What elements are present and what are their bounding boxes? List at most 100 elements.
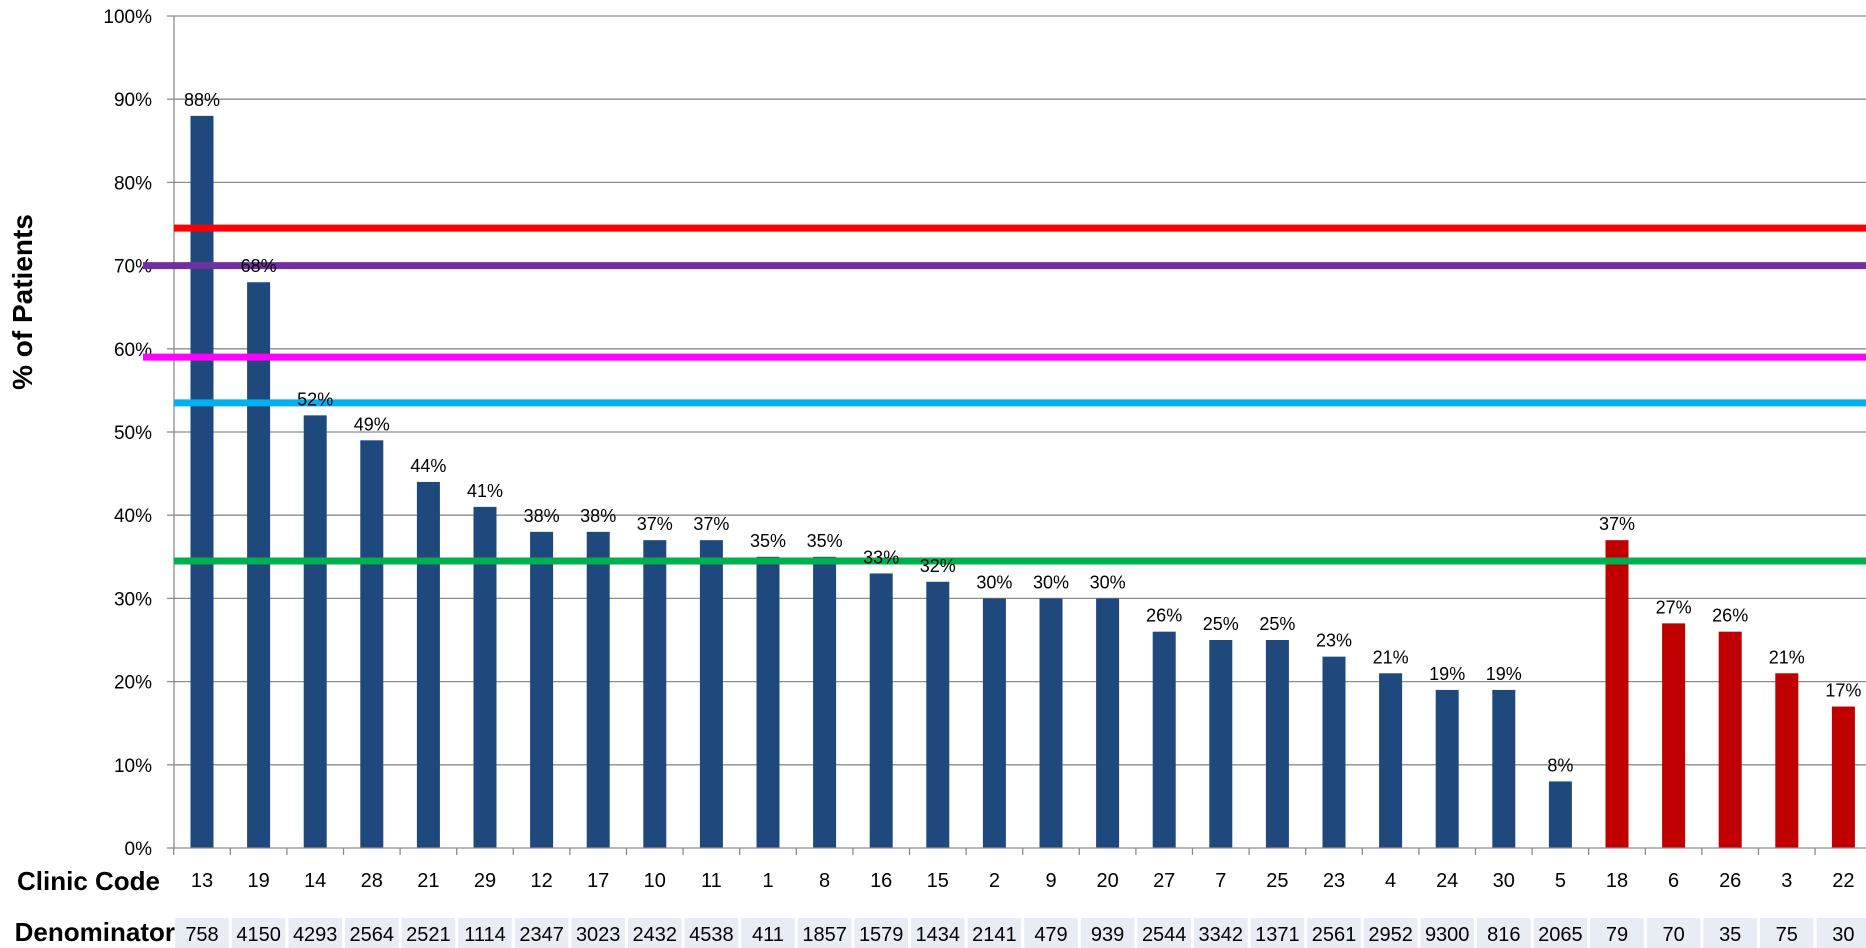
clinic-code-25: 25 xyxy=(1266,870,1288,892)
clinic-code-24: 24 xyxy=(1436,870,1458,892)
denominator-cell xyxy=(684,918,739,948)
bar-label-23: 23% xyxy=(1316,631,1352,651)
denominator-cell xyxy=(1760,918,1814,948)
bar-label-8: 35% xyxy=(807,531,843,551)
clinic-code-29: 29 xyxy=(474,870,496,892)
clinic-code-17: 17 xyxy=(587,870,609,892)
denominator-cell xyxy=(231,918,286,948)
clinic-code-14: 14 xyxy=(304,870,326,892)
bar-label-9: 30% xyxy=(1033,572,1069,592)
denominator-22: 30 xyxy=(1832,924,1854,946)
bar-label-16: 33% xyxy=(863,547,899,567)
bar-label-11: 37% xyxy=(693,514,729,534)
clinic-code-28: 28 xyxy=(361,870,383,892)
clinic-code-5: 5 xyxy=(1555,870,1566,892)
clinic-code-21: 21 xyxy=(417,870,439,892)
bar-25 xyxy=(1265,640,1289,848)
bar-label-15: 32% xyxy=(920,556,956,576)
bar-15 xyxy=(926,581,950,848)
denominator-7: 3342 xyxy=(1199,924,1244,946)
bar-label-17: 38% xyxy=(580,506,616,526)
bar-21 xyxy=(416,481,440,848)
bar-29 xyxy=(473,506,497,848)
bar-label-30: 19% xyxy=(1486,664,1522,684)
denominator-17: 3023 xyxy=(576,924,621,946)
denominator-cell xyxy=(854,918,908,948)
bar-label-6: 27% xyxy=(1656,597,1692,617)
bar-label-26: 26% xyxy=(1712,606,1748,626)
denominator-cell xyxy=(1533,918,1588,948)
denominator-15: 1434 xyxy=(916,924,961,946)
denominator-5: 2065 xyxy=(1538,924,1583,946)
clinic-code-7: 7 xyxy=(1215,870,1226,892)
denominator-label: Denominator xyxy=(15,917,175,947)
denominator-cell xyxy=(1137,918,1191,948)
bar-value-labels: 88% 68% 52% 49% 44% 41% 38% 38% 37% 37% 35% 35% 33% 3… xyxy=(184,90,1861,776)
bar-23 xyxy=(1322,656,1346,848)
bar-12 xyxy=(530,531,554,848)
clinic-code-10: 10 xyxy=(644,870,666,892)
clinic-code-20: 20 xyxy=(1096,870,1118,892)
bar-20 xyxy=(1096,598,1120,848)
bar-4 xyxy=(1379,673,1403,848)
denominator-cell xyxy=(1703,918,1757,948)
bar-14 xyxy=(303,415,327,848)
bar-3 xyxy=(1775,673,1799,848)
denominator-cell xyxy=(628,918,682,948)
bar-24 xyxy=(1435,689,1459,848)
denominator-20: 939 xyxy=(1091,924,1124,946)
bar-label-5: 8% xyxy=(1547,755,1573,775)
denominator-cell xyxy=(1024,918,1078,948)
denominator-cell xyxy=(741,918,795,948)
clinic-code-26: 26 xyxy=(1719,870,1741,892)
clinic-code-2: 2 xyxy=(989,870,1000,892)
denominator-11: 4538 xyxy=(689,924,734,946)
clinic-code-13: 13 xyxy=(191,870,213,892)
denominator-3: 75 xyxy=(1776,924,1798,946)
denominator-29: 1114 xyxy=(464,924,506,946)
clinic-code-1: 1 xyxy=(762,870,773,892)
bar-7 xyxy=(1209,640,1233,848)
denominator-cell xyxy=(401,918,456,948)
denominator-cell xyxy=(1250,918,1305,948)
clinic-code-19: 19 xyxy=(247,870,269,892)
bar-label-21: 44% xyxy=(410,456,446,476)
denominator-cell xyxy=(571,918,625,948)
denominator-2: 2141 xyxy=(972,924,1017,946)
bar-22 xyxy=(1831,706,1855,848)
clinic-code-6: 6 xyxy=(1668,870,1679,892)
bar-label-14: 52% xyxy=(297,389,333,409)
bar-6 xyxy=(1662,623,1686,848)
denominator-6: 70 xyxy=(1662,924,1684,946)
denominator-cell xyxy=(1363,918,1418,948)
reference-lines xyxy=(143,224,1866,565)
denominator-13: 758 xyxy=(185,924,218,946)
clinic-code-12: 12 xyxy=(530,870,552,892)
clinic-code-16: 16 xyxy=(870,870,892,892)
bar-16 xyxy=(869,573,893,848)
denominator-1: 411 xyxy=(752,924,784,946)
y-tick-label: 50% xyxy=(114,423,152,444)
bar-8 xyxy=(813,556,837,848)
denominator-21: 2521 xyxy=(406,924,451,946)
denominator-cell xyxy=(1816,918,1866,948)
denominator-cell xyxy=(1307,918,1361,948)
bar-5 xyxy=(1548,781,1572,848)
y-axis-title: % of Patients xyxy=(7,214,38,390)
denominator-cell xyxy=(1420,918,1474,948)
clinic-code-30: 30 xyxy=(1493,870,1515,892)
bar-26 xyxy=(1718,631,1742,848)
y-tick-label: 20% xyxy=(114,673,152,694)
denominator-19: 4150 xyxy=(236,924,281,946)
bar-1 xyxy=(756,556,780,848)
clinic-code-4: 4 xyxy=(1385,870,1396,892)
denominator-cell xyxy=(345,918,399,948)
denominator-cell xyxy=(1080,918,1135,948)
denominator-14: 4293 xyxy=(293,924,338,946)
denominator-row: 758 4150 4293 2564 2521 1114 2347 3023 2432 4538 4… xyxy=(175,918,1866,948)
bar-label-18: 37% xyxy=(1599,514,1635,534)
bar-label-25: 25% xyxy=(1259,614,1295,634)
denominator-cell xyxy=(967,918,1022,948)
denominator-26: 35 xyxy=(1719,924,1741,946)
